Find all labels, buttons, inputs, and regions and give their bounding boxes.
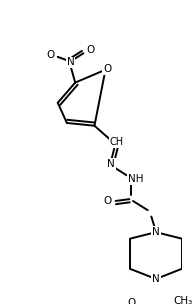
Text: CH: CH <box>109 137 124 147</box>
Text: N: N <box>152 274 160 284</box>
Text: N: N <box>107 159 115 169</box>
Text: NH: NH <box>128 174 144 184</box>
Text: N: N <box>67 57 74 67</box>
Text: O: O <box>103 196 111 206</box>
Text: O: O <box>127 298 135 304</box>
Text: O: O <box>46 50 55 60</box>
Text: N: N <box>152 227 160 237</box>
Text: O: O <box>103 64 111 74</box>
Text: O: O <box>87 45 95 54</box>
Text: CH₃: CH₃ <box>174 296 193 304</box>
